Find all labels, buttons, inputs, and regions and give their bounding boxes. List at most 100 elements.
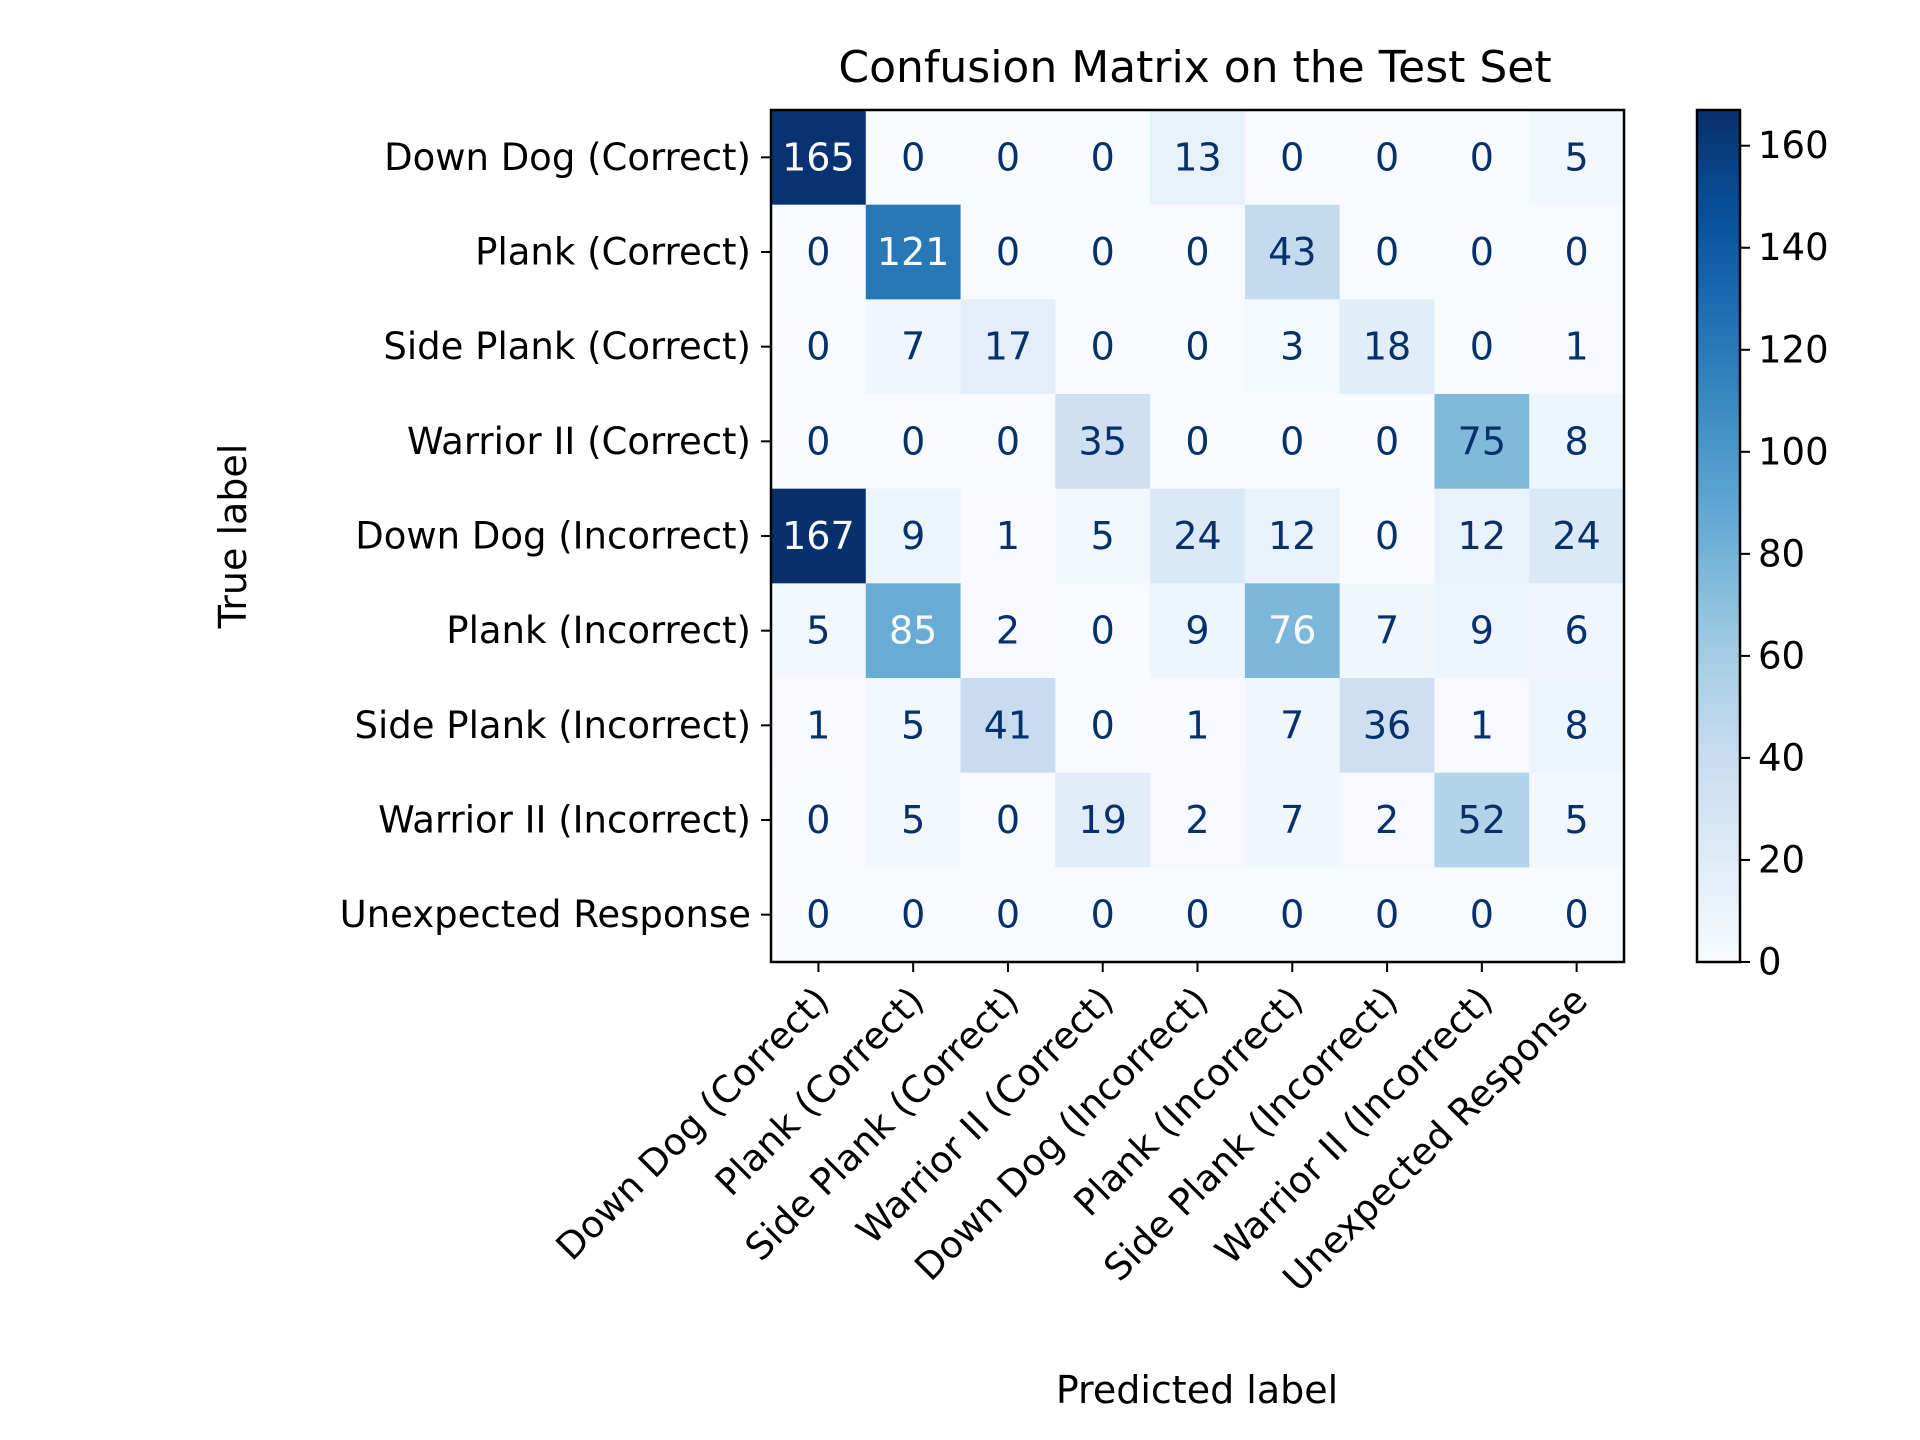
cell-value-label: 85	[889, 609, 937, 653]
colorbar-tick-label: 80	[1758, 532, 1805, 575]
cell-value-label: 5	[1091, 514, 1115, 558]
cell-value-label: 1	[1470, 703, 1494, 747]
y-tick-label: Side Plank (Correct)	[383, 325, 751, 368]
heatmap-cell	[1244, 867, 1341, 963]
heatmap-cell	[1055, 394, 1151, 490]
cell-value-label: 9	[901, 514, 925, 558]
cell-value-label: 0	[806, 419, 830, 463]
heatmap-cell	[960, 299, 1056, 395]
heatmap-cell	[1529, 678, 1625, 774]
cell-value-label: 0	[1565, 893, 1589, 937]
y-axis-label: True label	[211, 444, 255, 630]
cell-value-label: 75	[1458, 419, 1506, 463]
heatmap-cell	[1339, 772, 1436, 868]
heatmap-cell	[865, 204, 962, 300]
cell-value-label: 0	[1470, 135, 1494, 179]
heatmap-cell	[1150, 394, 1246, 490]
heatmap-cell	[1529, 110, 1625, 206]
cell-value-label: 0	[1091, 135, 1115, 179]
cell-value-label: 5	[901, 703, 925, 747]
heatmap-cell	[771, 299, 867, 395]
heatmap-cell	[960, 772, 1056, 868]
x-axis: Down Dog (Correct)Plank (Correct)Side Pl…	[548, 962, 1596, 1300]
heatmap-cell	[1339, 204, 1436, 300]
heatmap-cell	[1055, 772, 1151, 868]
cell-value-label: 0	[1470, 230, 1494, 274]
heatmap-cell	[1339, 394, 1436, 490]
colorbar-frame	[1695, 108, 1742, 964]
colorbar-tick-label: 0	[1758, 941, 1782, 984]
cell-value-label: 0	[901, 893, 925, 937]
heatmap-cell	[1339, 299, 1436, 395]
cell-value-label: 0	[1185, 893, 1209, 937]
cell-value-label: 0	[1280, 419, 1304, 463]
cell-value-label: 0	[1091, 703, 1115, 747]
heatmap-cell	[1434, 299, 1530, 395]
cell-value-label: 0	[901, 135, 925, 179]
heatmap-cell	[771, 110, 867, 206]
cell-value-label: 167	[782, 514, 855, 558]
heatmap-cell	[960, 678, 1056, 774]
colorbar-tick-label: 20	[1758, 838, 1805, 881]
heatmap-cell	[1244, 678, 1341, 774]
heatmap-cell	[1244, 394, 1341, 490]
cell-value-label: 7	[1280, 703, 1304, 747]
heatmap-cell	[1150, 299, 1246, 395]
heatmap-cell	[1244, 299, 1341, 395]
heatmap-cell	[771, 772, 867, 868]
cell-value-label: 0	[1375, 135, 1399, 179]
cell-value-label: 2	[1185, 798, 1209, 842]
cell-value-label: 5	[901, 798, 925, 842]
cell-value-label: 121	[877, 230, 950, 274]
heatmap-cell	[865, 488, 962, 584]
cell-value-label: 8	[1565, 703, 1589, 747]
heatmap-cell	[1055, 867, 1151, 963]
heatmap-cell	[960, 394, 1056, 490]
y-tick-label: Side Plank (Incorrect)	[355, 704, 751, 747]
cell-value-label: 1	[1565, 325, 1589, 369]
cell-value-label: 0	[1185, 325, 1209, 369]
heatmap-cell	[1339, 678, 1436, 774]
y-tick-label: Plank (Correct)	[475, 231, 751, 274]
cell-value-label: 9	[1185, 609, 1209, 653]
cell-value-label: 9	[1470, 609, 1494, 653]
heatmap-cell	[1339, 583, 1436, 679]
cell-value-label: 0	[996, 419, 1020, 463]
heatmap-cell	[1150, 488, 1246, 584]
cell-value-label: 24	[1552, 514, 1600, 558]
heatmap-cell	[865, 678, 962, 774]
cell-value-label: 0	[996, 798, 1020, 842]
heatmap-cell	[1434, 867, 1530, 963]
heatmap-cell	[1244, 488, 1341, 584]
cell-value-label: 7	[1280, 798, 1304, 842]
heatmap-cell	[1434, 772, 1530, 868]
cell-value-label: 0	[806, 325, 830, 369]
cell-value-label: 0	[1470, 325, 1494, 369]
cell-value-label: 6	[1565, 609, 1589, 653]
heatmap-cell	[1434, 583, 1530, 679]
colorbar-tick-label: 140	[1758, 226, 1829, 269]
heatmap-cells	[771, 110, 1625, 963]
heatmap-cell	[1150, 867, 1246, 963]
heatmap-cell	[1150, 204, 1246, 300]
colorbar-ticks: 0 20 40 60 80 100 120 140 160	[1740, 124, 1829, 984]
cell-value-label: 0	[1185, 419, 1209, 463]
cell-value-label: 41	[984, 703, 1032, 747]
heatmap-cell	[865, 110, 962, 206]
heatmap-cell	[865, 299, 962, 395]
cell-value-label: 1	[996, 514, 1020, 558]
heatmap-cell	[1529, 772, 1625, 868]
cell-value-label: 7	[901, 325, 925, 369]
cell-value-label: 0	[996, 230, 1020, 274]
heatmap-cell	[960, 867, 1056, 963]
heatmap-cell	[771, 488, 867, 584]
heatmap-cell	[1150, 678, 1246, 774]
cell-value-label: 5	[806, 609, 830, 653]
colorbar-gradient	[1697, 110, 1740, 962]
y-tick-label: Plank (Incorrect)	[446, 609, 751, 652]
cell-value-label: 76	[1268, 609, 1316, 653]
heatmap-cell	[1244, 204, 1341, 300]
cell-value-label: 18	[1363, 325, 1411, 369]
colorbar-tick-label: 160	[1758, 124, 1829, 167]
